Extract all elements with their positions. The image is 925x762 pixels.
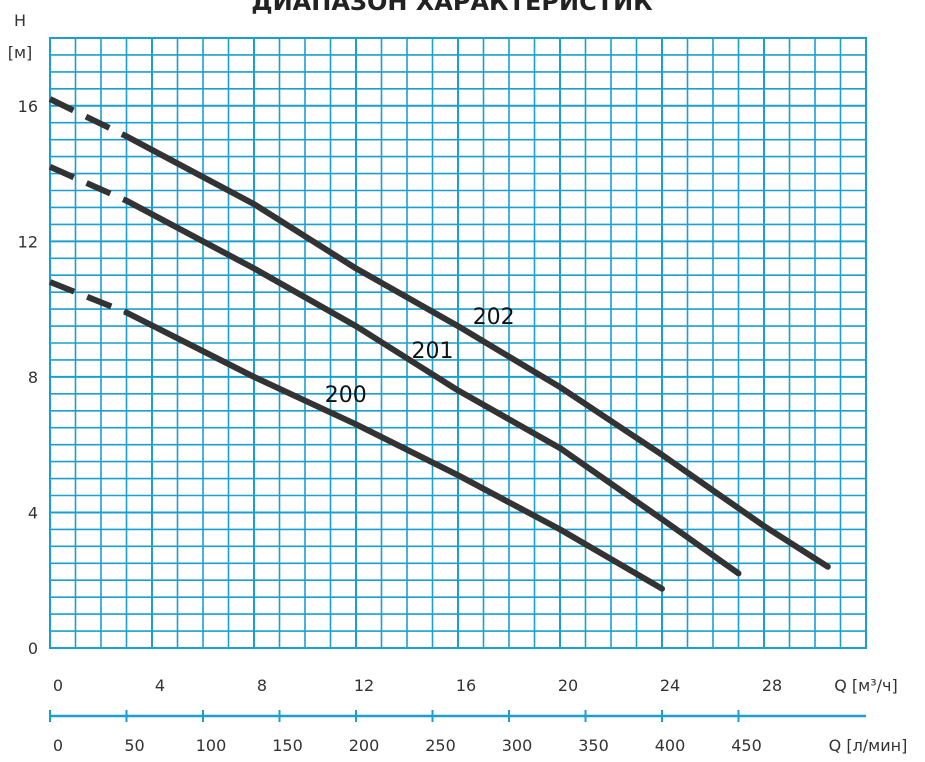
x-tick-label: 4 — [155, 676, 165, 695]
secondary-x-tick-label: 400 — [655, 736, 686, 755]
x-tick-label: 12 — [354, 676, 374, 695]
x-tick-label: 24 — [660, 676, 680, 695]
secondary-x-tick-label: 250 — [425, 736, 456, 755]
x-tick-label: 0 — [53, 676, 63, 695]
series-201-dashed-segment — [48, 164, 128, 204]
series-200-line — [123, 309, 665, 592]
series-202-line — [123, 133, 831, 570]
secondary-x-tick-label: 100 — [196, 736, 227, 755]
curve-labels: 200 201 202 — [325, 305, 515, 408]
y-tick-label: 12 — [18, 232, 38, 251]
secondary-x-tick-label: 50 — [124, 736, 144, 755]
y-tick-label: 16 — [18, 97, 38, 116]
axes: 0 4 8 12 16 0 4 8 12 16 20 24 28 0 50 100 150 200 250 300 35… — [18, 97, 866, 755]
x-tick-label: 28 — [762, 676, 782, 695]
plot-border — [49, 37, 867, 649]
chart-title: ДИАПАЗОН ХАРАКТЕРИСТИК — [251, 0, 653, 16]
y-tick-label: 4 — [28, 503, 38, 522]
y-axis-unit: [м] — [8, 43, 33, 62]
x-tick-label: 20 — [558, 676, 578, 695]
series-200-dashed-segment — [48, 279, 128, 316]
secondary-x-tick-label: 200 — [349, 736, 380, 755]
series-201-label: 201 — [412, 339, 454, 364]
x-tick-label: 16 — [456, 676, 476, 695]
series-layer — [48, 96, 831, 592]
series-202-dashed-segment — [48, 96, 128, 139]
grid — [49, 37, 867, 649]
x-tick-label: 8 — [257, 676, 267, 695]
secondary-x-tick-label: 450 — [731, 736, 762, 755]
secondary-x-tick-label: 0 — [53, 736, 63, 755]
y-tick-label: 0 — [28, 639, 38, 658]
series-201-line — [123, 197, 742, 577]
y-axis-label: H — [14, 11, 26, 30]
y-tick-label: 8 — [28, 368, 38, 387]
secondary-x-tick-label: 300 — [502, 736, 533, 755]
series-202-label: 202 — [473, 305, 515, 330]
x-axis-label: Q [м³/ч] — [834, 676, 898, 695]
secondary-x-axis-label: Q [л/мин] — [829, 736, 908, 755]
series-200-label: 200 — [325, 383, 367, 408]
secondary-x-tick-label: 150 — [272, 736, 303, 755]
secondary-x-tick-label: 350 — [578, 736, 609, 755]
